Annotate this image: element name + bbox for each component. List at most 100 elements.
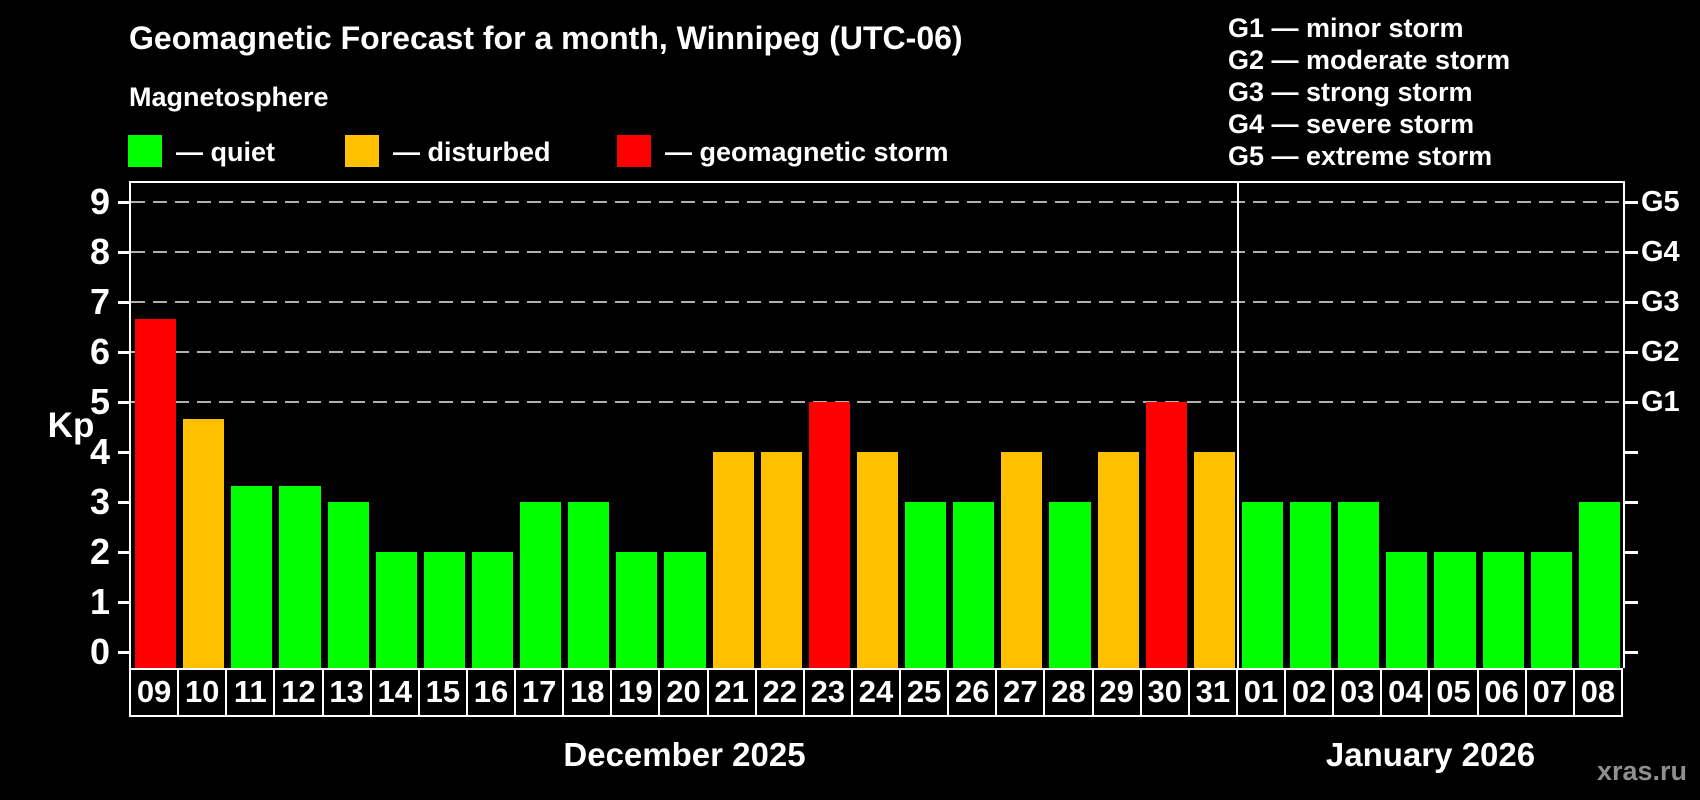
day-label: 05	[1428, 668, 1479, 717]
y-axis-tick-right	[1625, 350, 1638, 354]
day-label: 27	[995, 668, 1046, 717]
y-axis-tick-right	[1625, 650, 1638, 654]
g-level-label: G4	[1641, 236, 1680, 268]
day-label: 22	[754, 668, 805, 717]
day-label: 13	[321, 668, 372, 717]
day-label: 24	[850, 668, 902, 717]
g-level-label: G1	[1641, 386, 1680, 418]
day-label: 12	[273, 668, 324, 717]
y-axis-tick-left	[118, 500, 131, 504]
bar-day-22	[760, 452, 802, 668]
day-label: 09	[129, 668, 180, 717]
bar-day-12	[279, 485, 321, 668]
day-label: 06	[1476, 668, 1527, 717]
day-label: 31	[1187, 668, 1238, 717]
disturbed-legend-label: — disturbed	[393, 137, 551, 167]
g-scale-legend-line: G5 — extreme storm	[1228, 141, 1493, 171]
y-tick-label: 1	[89, 581, 110, 622]
month-label: December 2025	[563, 736, 806, 773]
y-axis-tick-right	[1625, 500, 1638, 504]
plot-area	[129, 181, 1625, 668]
bar-day-11	[231, 485, 273, 668]
day-label: 10	[177, 668, 228, 717]
y-axis-tick-right	[1625, 450, 1638, 454]
g-level-label: G3	[1641, 286, 1680, 318]
y-axis-tick-left	[118, 200, 131, 204]
day-label: 02	[1284, 668, 1335, 717]
bar-day-15	[423, 552, 465, 668]
chart-title: Geomagnetic Forecast for a month, Winnip…	[129, 20, 963, 56]
bar-day-13	[327, 502, 369, 668]
g-scale-legend-line: G4 — severe storm	[1228, 109, 1475, 139]
bar-day-10	[183, 418, 225, 668]
bar-day-21	[712, 452, 754, 668]
g-scale-legend-line: G3 — strong storm	[1228, 77, 1473, 107]
y-axis-tick-left	[118, 450, 131, 454]
bar-day-30	[1145, 402, 1187, 668]
quiet-legend-swatch	[128, 135, 162, 167]
bar-day-18	[568, 502, 610, 668]
day-label: 20	[658, 668, 709, 717]
day-label: 15	[417, 668, 468, 717]
bar-day-03	[1338, 502, 1380, 668]
grid-line-g1	[131, 401, 1623, 403]
g-scale-legend-line: G1 — minor storm	[1228, 13, 1464, 43]
grid-line-g4	[131, 251, 1623, 253]
day-label: 16	[465, 668, 517, 717]
day-label: 23	[802, 668, 853, 717]
y-axis-tick-left	[118, 400, 131, 404]
day-label: 03	[1332, 668, 1383, 717]
y-axis-tick-right	[1625, 200, 1638, 204]
g-level-label: G5	[1641, 186, 1680, 218]
bar-day-06	[1482, 552, 1524, 668]
day-label: 29	[1091, 668, 1142, 717]
y-tick-label: 2	[89, 531, 110, 572]
bar-day-14	[375, 552, 417, 668]
bar-day-01	[1241, 502, 1284, 668]
bar-day-20	[664, 552, 706, 668]
bar-day-09	[135, 318, 177, 668]
y-axis-tick-left	[118, 600, 131, 604]
day-label: 14	[369, 668, 420, 717]
day-label: 21	[706, 668, 757, 717]
g-level-label: G2	[1641, 336, 1680, 368]
day-label: 19	[610, 668, 661, 717]
y-tick-label: 4	[89, 431, 110, 472]
grid-line-g2	[131, 351, 1623, 353]
y-axis-tick-right	[1625, 550, 1638, 554]
bar-day-31	[1193, 452, 1235, 668]
bar-day-08	[1578, 502, 1620, 668]
month-separator-line	[1236, 183, 1239, 668]
disturbed-legend-swatch	[345, 135, 379, 167]
grid-line-g5	[131, 201, 1623, 203]
bar-day-05	[1434, 552, 1476, 668]
y-tick-label: 5	[89, 381, 110, 422]
bar-day-29	[1097, 452, 1139, 668]
bar-day-28	[1049, 502, 1091, 668]
x-axis-day-labels: 09 10 11 12 13 14 15 16 17 18 19 20 21 22 23 24 25 26 27 28…	[129, 668, 1625, 717]
day-label: 08	[1572, 668, 1623, 717]
bar-day-04	[1386, 552, 1428, 668]
y-axis-tick-left	[118, 350, 131, 354]
bar-day-02	[1290, 502, 1332, 668]
quiet-legend-label: — quiet	[176, 137, 275, 167]
watermark: xras.ru	[1596, 756, 1687, 786]
day-label: 30	[1139, 668, 1190, 717]
y-axis-tick-left	[118, 250, 131, 254]
month-label: January 2026	[1325, 736, 1536, 773]
bar-day-25	[905, 502, 947, 668]
y-axis-tick-left	[118, 650, 131, 654]
y-axis-tick-right	[1625, 250, 1638, 254]
bar-day-19	[616, 552, 658, 668]
day-label: 17	[514, 668, 565, 717]
storm-legend-label: — geomagnetic storm	[665, 137, 949, 167]
y-axis-tick-right	[1625, 600, 1638, 604]
y-axis-title: Kp	[47, 406, 95, 445]
day-label: 26	[947, 668, 998, 717]
grid-line-g3	[131, 301, 1623, 303]
y-tick-label: 6	[89, 331, 110, 372]
y-tick-label: 8	[89, 231, 110, 272]
bar-day-26	[953, 502, 995, 668]
day-label: 04	[1380, 668, 1431, 717]
